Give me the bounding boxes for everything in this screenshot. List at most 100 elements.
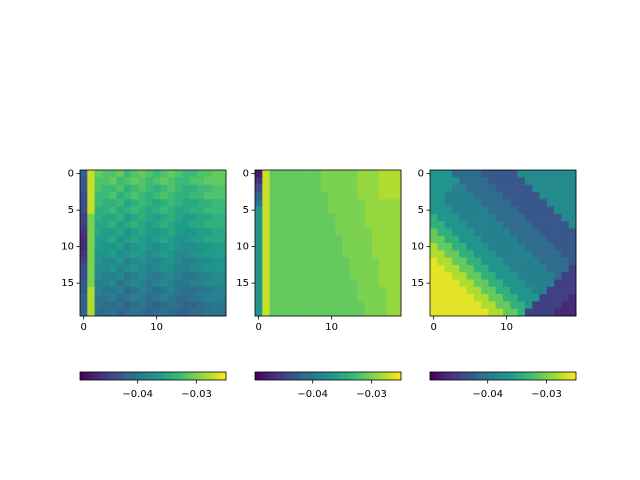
heatmap-cell [371,199,380,207]
heatmap-cell [437,213,445,222]
heatmap-cell [539,191,548,200]
heatmap-cell [306,228,314,236]
heatmap-cell [335,279,343,288]
heatmap-cell [495,228,504,236]
heatmap-cell [481,199,489,207]
heatmap-cell [255,206,263,215]
heatmap-cell [503,199,511,207]
heatmap-cell [284,206,292,215]
heatmap-cell [328,177,336,185]
heatmap-cell [335,191,343,200]
heatmap-cell [211,221,219,229]
heatmap-cell [196,235,205,244]
heatmap-cell [218,272,227,280]
heatmap-cell [364,221,373,229]
heatmap-cell [379,294,387,302]
heatmap-cell [561,279,569,288]
heatmap-cell [145,272,154,280]
heatmap-cell [131,264,139,273]
heatmap-cell [218,294,227,302]
heatmap-cell [371,243,380,251]
heatmap-cell [546,170,555,178]
colorbar [79,371,227,381]
heatmap-cell [167,257,176,266]
heatmap-cell [123,308,132,317]
heatmap-cell [561,199,569,207]
heatmap-cell [495,264,504,273]
heatmap-cell [437,250,445,258]
heatmap-cell [532,294,540,302]
x-tick-label: 10 [150,322,163,333]
heatmap-cell [503,235,511,244]
heatmap-cell [532,257,540,266]
heatmap-cell [524,221,533,229]
heatmap-cell [182,235,190,244]
heatmap-cell [101,272,110,280]
heatmap-cell [430,308,438,317]
heatmap-cell [101,191,110,200]
heatmap-cell [473,286,482,295]
y-tick-label: 10 [411,242,424,253]
heatmap-cell [532,301,540,309]
heatmap-cell [284,177,292,185]
heatmap-cell [546,286,555,295]
heatmap-cell [218,264,227,273]
heatmap-cell [131,257,139,266]
heatmap-cell [546,272,555,280]
heatmap-cell [174,170,183,178]
heatmap-cell [444,221,453,229]
heatmap-cell [204,177,212,185]
heatmap-cell [123,221,132,229]
heatmap-cell [255,279,263,288]
heatmap-cell [218,221,227,229]
heatmap-cell [342,243,351,251]
heatmap-cell [291,308,300,317]
heatmap-cell [211,308,219,317]
heatmap-cell [131,272,139,280]
heatmap-cell [109,243,117,251]
heatmap-cell [393,250,402,258]
heatmap-cell [379,243,387,251]
heatmap-cell [255,301,263,309]
heatmap-cell [524,206,533,215]
heatmap-cell [342,308,351,317]
heatmap-cell [167,228,176,236]
heatmap-cell [269,250,278,258]
heatmap-cell [379,184,387,193]
heatmap-cell [255,294,263,302]
heatmap-cell [189,206,198,215]
heatmap-cell [94,264,103,273]
heatmap-cell [109,250,117,258]
heatmap-cell [284,228,292,236]
heatmap-cell [554,272,562,280]
heatmap-cell [481,235,489,244]
heatmap-cell [568,279,577,288]
heatmap-cell [138,184,146,193]
heatmap-cell [255,221,263,229]
heatmap-cell [138,264,146,273]
heatmap-cell [131,213,139,222]
heatmap-cell [357,191,365,200]
heatmap-cell [561,250,569,258]
heatmap-cell [459,286,467,295]
heatmap-cell [182,170,190,178]
heatmap-cell [481,294,489,302]
heatmap-cell [320,221,329,229]
heatmap-cell [357,286,365,295]
heatmap-cell [532,191,540,200]
heatmap-cell [153,272,161,280]
heatmap-cell [357,235,365,244]
heatmap-cell [357,308,365,317]
heatmap-cell [510,184,518,193]
heatmap-cell [87,264,95,273]
heatmap-cell [561,272,569,280]
heatmap-cell [473,243,482,251]
heatmap-cell [510,272,518,280]
heatmap-cell [291,264,300,273]
heatmap-cell [488,264,496,273]
heatmap-cell [167,286,176,295]
heatmap-cell [379,191,387,200]
heatmap-cell [532,243,540,251]
heatmap-cell [364,170,373,178]
heatmap-cell [568,221,577,229]
